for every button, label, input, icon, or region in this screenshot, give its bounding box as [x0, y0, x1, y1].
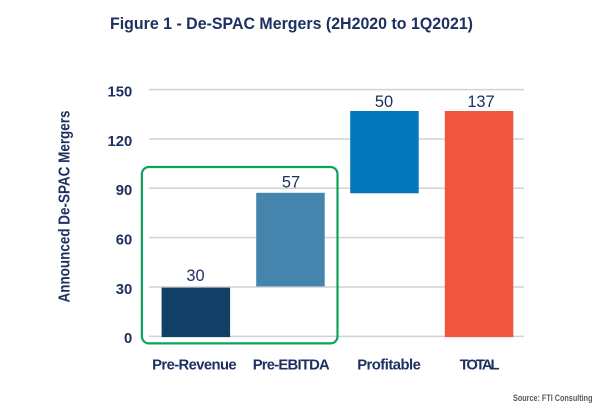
svg-text:Profitable: Profitable: [357, 357, 421, 373]
svg-text:137: 137: [467, 93, 494, 111]
svg-text:50: 50: [375, 93, 393, 111]
svg-text:Figure 1 - De-SPAC Mergers (2H: Figure 1 - De-SPAC Mergers (2H2020 to 1Q…: [110, 14, 473, 33]
svg-text:150: 150: [107, 84, 132, 100]
svg-text:TOTAL: TOTAL: [460, 357, 500, 373]
svg-text:30: 30: [116, 282, 132, 298]
svg-text:Pre-EBITDA: Pre-EBITDA: [253, 357, 330, 373]
svg-text:120: 120: [107, 134, 132, 150]
svg-text:90: 90: [116, 183, 132, 199]
svg-text:0: 0: [124, 331, 132, 347]
svg-text:30: 30: [186, 267, 204, 285]
svg-text:Announced De-SPAC Mergers: Announced De-SPAC Mergers: [56, 110, 73, 302]
svg-text:60: 60: [116, 233, 132, 249]
svg-text:Source: FTI Consulting: Source: FTI Consulting: [513, 393, 593, 403]
svg-text:57: 57: [282, 173, 300, 191]
svg-text:Pre-Revenue: Pre-Revenue: [152, 357, 237, 373]
